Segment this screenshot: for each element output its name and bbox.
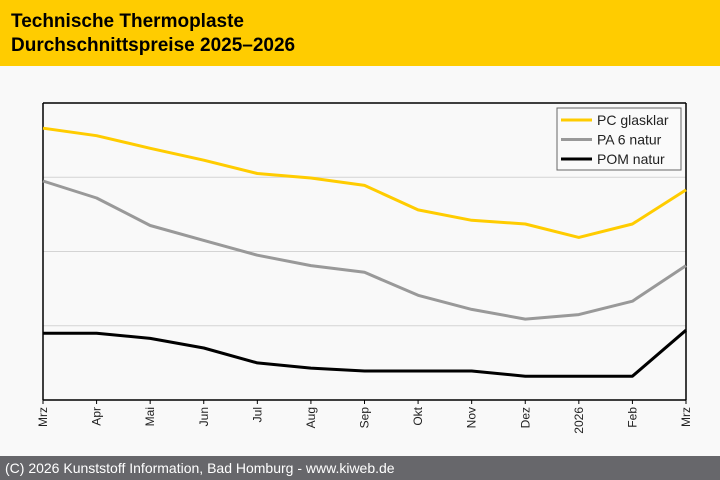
x-tick-label: Jul xyxy=(250,407,264,422)
x-tick-label: Mrz xyxy=(679,407,693,427)
x-tick-label: Okt xyxy=(411,406,425,425)
chart-title: Technische Thermoplaste Durchschnittspre… xyxy=(11,10,295,58)
header-bar: Technische Thermoplaste Durchschnittspre… xyxy=(0,0,720,66)
title-line-2: Durchschnittspreise 2025–2026 xyxy=(11,35,296,56)
x-tick-label: Mai xyxy=(143,407,157,426)
legend-label: POM natur xyxy=(597,151,665,167)
x-tick-label: Apr xyxy=(90,407,104,426)
line-chart: Mrz Apr Mai Jun Jul Aug Sep Okt Nov Dez 2026 Feb Mrz… xyxy=(36,102,693,434)
x-tick-label: Mrz xyxy=(36,407,50,427)
footer-bar: (C) 2026 Kunststoff Information, Bad Hom… xyxy=(0,456,720,480)
series-line-pc-glasklar xyxy=(42,126,687,239)
title-line-1: Technische Thermoplaste xyxy=(11,11,244,32)
copyright-text: (C) 2026 Kunststoff Information, Bad Hom… xyxy=(5,460,395,476)
x-tick-label: Sep xyxy=(358,407,372,429)
legend-label: PA 6 natur xyxy=(597,132,662,148)
x-tick-label: 2026 xyxy=(572,407,586,434)
legend-label: PC glasklar xyxy=(597,112,669,128)
series-line-pom-natur xyxy=(43,329,687,378)
x-tick-label: Feb xyxy=(625,407,639,428)
x-tick-label: Nov xyxy=(465,407,479,428)
x-tick-label: Dez xyxy=(518,407,532,428)
series-line-pa-6-natur xyxy=(42,179,687,321)
x-tick-label: Jun xyxy=(197,407,211,426)
x-tick-label: Aug xyxy=(304,407,318,428)
